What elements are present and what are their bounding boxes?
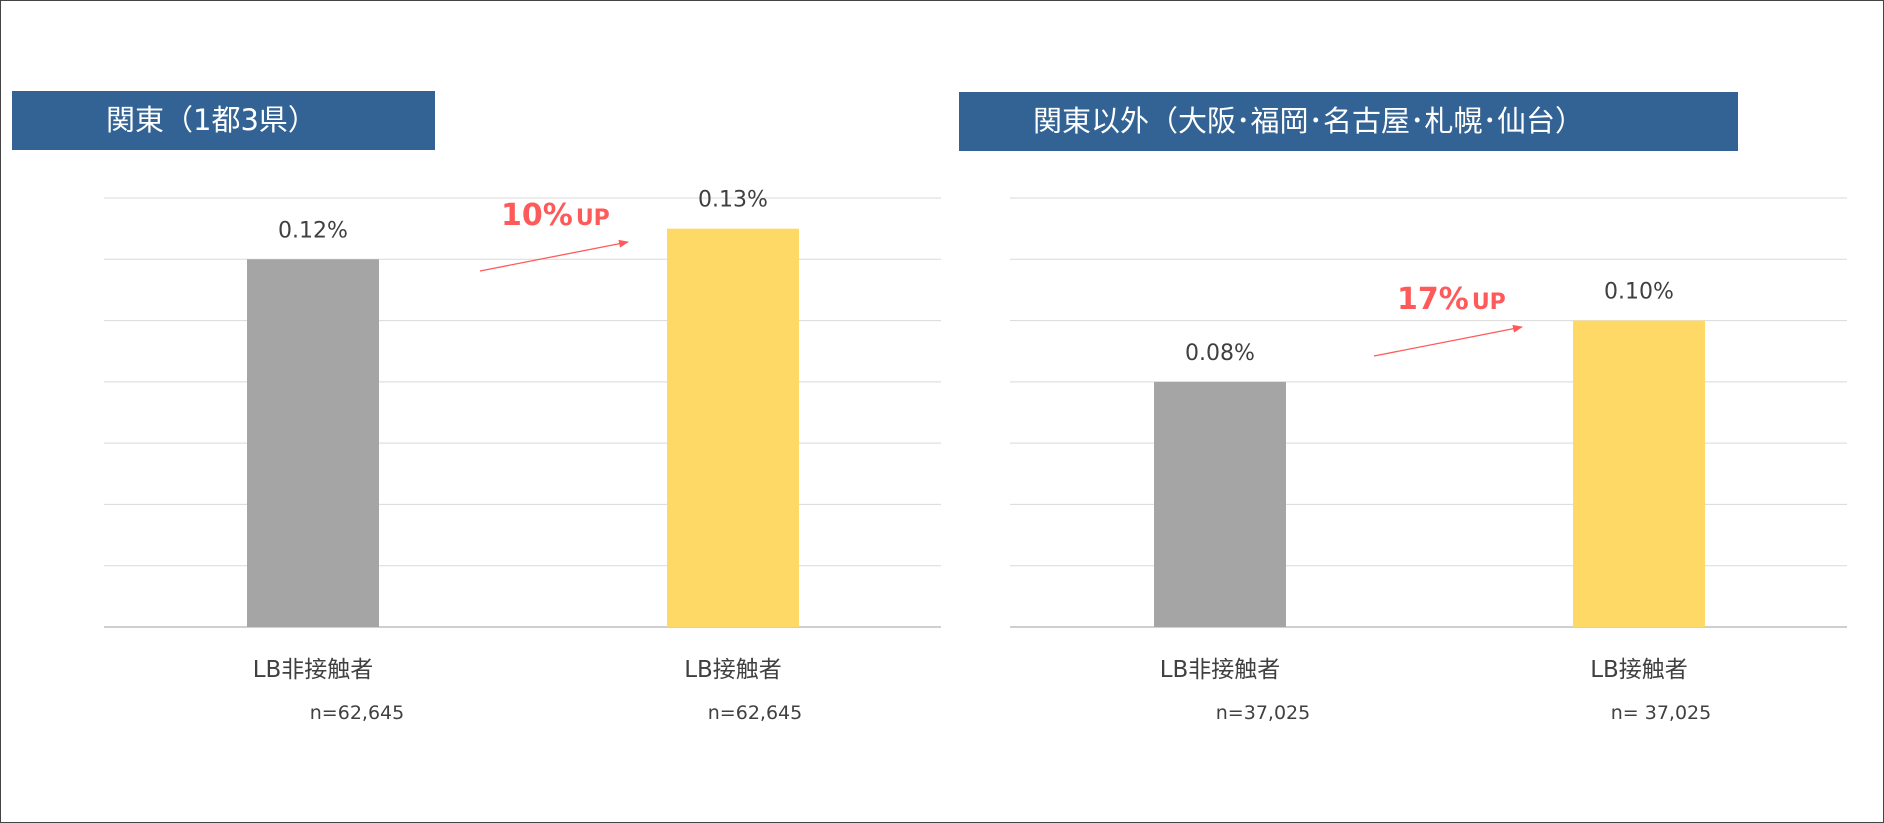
growth-annotation: 17% UP: [1397, 282, 1506, 317]
x-tick-label: LB接触者: [1590, 657, 1688, 683]
sample-size-label: n=62,645: [310, 702, 404, 724]
growth-percent: 17%: [1397, 282, 1469, 317]
data-label: 0.12%: [278, 218, 348, 243]
data-label: 0.10%: [1604, 280, 1674, 305]
bar-contact: [667, 228, 799, 627]
bar-contact: [1573, 320, 1705, 627]
bar-non-contact: [1154, 381, 1286, 627]
data-label: 0.08%: [1185, 341, 1255, 366]
growth-suffix: UP: [576, 206, 610, 231]
panel-title-outside-kanto: 関東以外（大阪･福岡･名古屋･札幌･仙台）: [959, 92, 1738, 151]
x-tick-label: LB非接触者: [253, 657, 374, 683]
data-label: 0.13%: [698, 188, 768, 213]
growth-annotation: 10% UP: [501, 198, 610, 233]
growth-arrow: [1373, 324, 1523, 357]
growth-suffix: UP: [1472, 290, 1506, 315]
sample-size-label: n= 37,025: [1611, 702, 1711, 724]
sample-size-label: n=37,025: [1216, 702, 1310, 724]
growth-arrow: [479, 239, 629, 272]
chart-1: [1010, 197, 1847, 628]
x-tick-label: LB接触者: [684, 657, 782, 683]
panel-title-kanto: 関東（1都3県）: [12, 91, 435, 150]
bar-non-contact: [247, 259, 379, 627]
x-tick-label: LB非接触者: [1160, 657, 1281, 683]
growth-percent: 10%: [501, 198, 573, 233]
sample-size-label: n=62,645: [708, 702, 802, 724]
chart-0: [104, 197, 941, 628]
